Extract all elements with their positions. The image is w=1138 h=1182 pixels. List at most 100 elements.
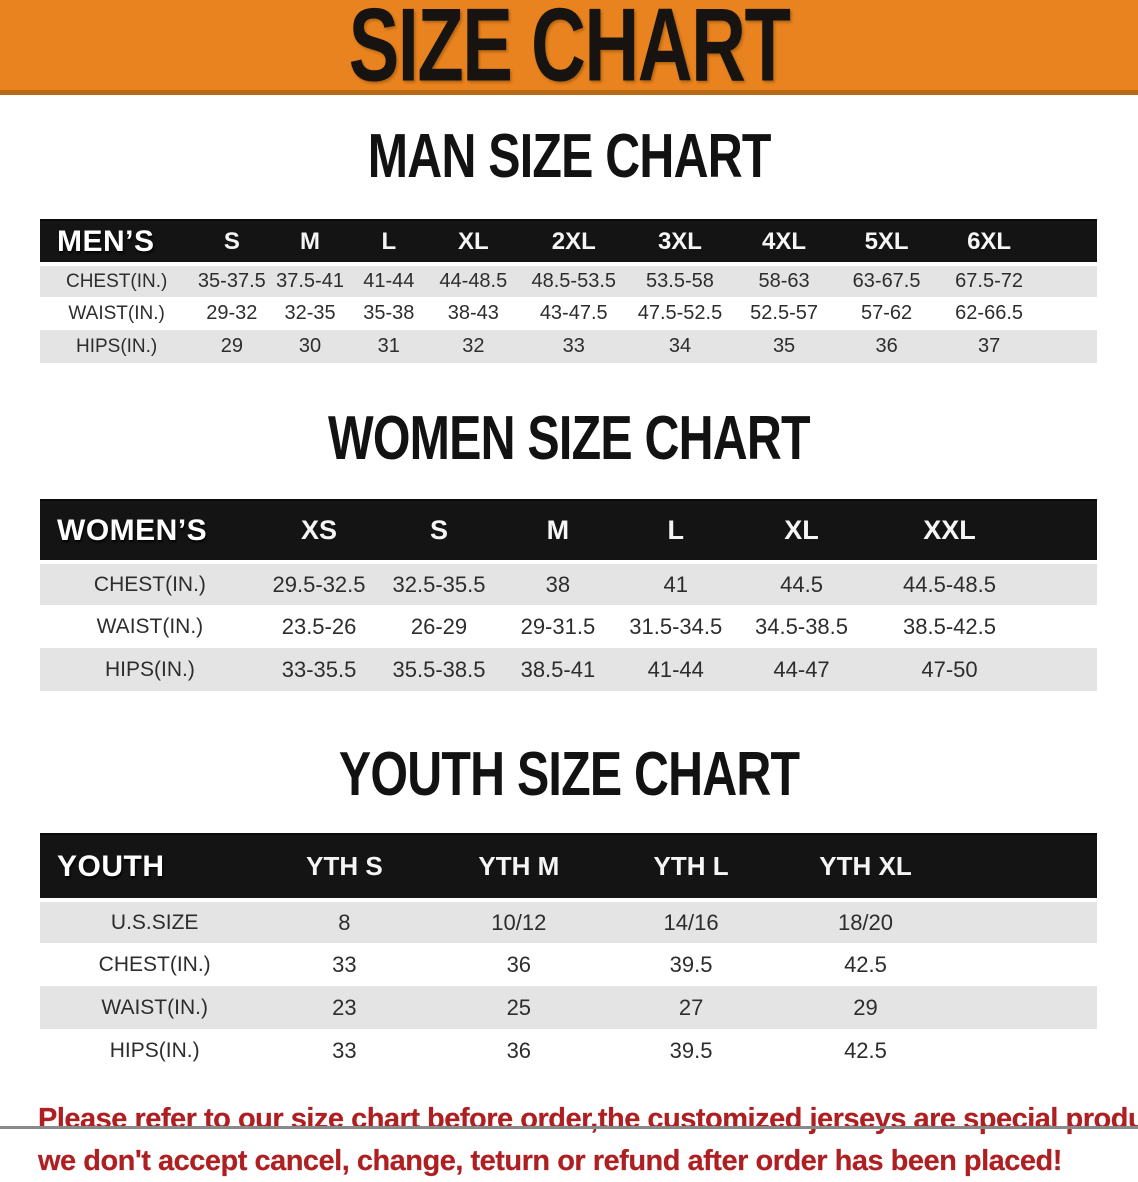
size-column-header: 3XL (628, 219, 732, 266)
size-value: 43-47.5 (539, 302, 608, 324)
size-value: 44-48.5 (439, 270, 508, 292)
measurement-row: HIPS(IN.) 29 30 31 32 33 34 35 36 37 (40, 330, 1097, 363)
size-value: 36 (875, 335, 898, 357)
size-value: 34 (668, 335, 692, 357)
size-column-header: L (616, 499, 736, 564)
row-filler (967, 900, 1097, 943)
size-value: 63-67.5 (852, 270, 921, 292)
size-value: 35-37.5 (197, 270, 266, 292)
measurement-label: WAIST(IN.) (96, 614, 204, 638)
disclaimer-line-1: Please refer to our size chart before or… (38, 1103, 1138, 1135)
women-section: WOMEN SIZE CHART WOMEN’S XS S M L XL XXL CHEST(… (0, 403, 1138, 691)
size-value: 36 (506, 951, 532, 977)
size-column-header: 4XL (731, 219, 837, 266)
measurement-row: WAIST(IN.) 23.5-26 26-29 29-31.5 31.5-34.5 34… (40, 605, 1097, 648)
size-column-header: YTH L (618, 833, 765, 902)
size-value: 42.5 (844, 951, 887, 977)
size-value: 32.5-35.5 (392, 571, 486, 597)
size-value: 33 (332, 951, 357, 977)
measurement-row: HIPS(IN.) 33-35.5 35.5-38.5 38.5-41 41-44 44-… (40, 648, 1097, 691)
size-column-header: XL (735, 499, 868, 564)
measurement-row: CHEST(IN.) 33 36 39.5 42.5 (40, 943, 1097, 986)
measurement-row: U.S.SIZE 8 10/12 14/16 18/20 (40, 900, 1097, 943)
size-value: 48.5-53.5 (531, 270, 616, 292)
size-value: 23 (332, 994, 357, 1020)
size-value: 23.5-26 (281, 613, 357, 639)
size-value: 35.5-38.5 (392, 656, 486, 682)
size-header-row: YOUTH YTH S YTH M YTH L YTH XL (40, 833, 1097, 902)
women-section-title-text: WOMEN SIZE CHART (328, 404, 811, 473)
size-column-header: M (270, 219, 350, 266)
size-value: 67.5-72 (955, 270, 1024, 292)
measurement-label: CHEST(IN.) (93, 572, 206, 596)
size-header-row: WOMEN’S XS S M L XL XXL (40, 499, 1097, 564)
women-size-table: WOMEN’S XS S M L XL XXL CHEST(IN.) 29.5-32.5 32.5… (40, 499, 1097, 691)
measurement-label: CHEST(IN.) (98, 952, 211, 976)
size-value: 39.5 (669, 1037, 713, 1063)
women-section-title: WOMEN SIZE CHART (0, 403, 1138, 475)
size-value: 29 (220, 335, 243, 357)
size-value: 29-31.5 (520, 613, 596, 639)
measurement-row: WAIST(IN.) 29-32 32-35 35-38 38-43 43-47.5 47.… (40, 297, 1097, 330)
size-value: 36 (506, 1037, 532, 1063)
measurement-label: U.S.SIZE (110, 910, 199, 934)
size-column-header: XS (259, 499, 379, 564)
row-filler (967, 943, 1097, 986)
row-filler (1042, 297, 1097, 330)
row-filler (1031, 605, 1097, 648)
measurement-label: WAIST(IN.) (68, 302, 165, 324)
size-value: 38 (545, 571, 571, 597)
size-value: 37.5-41 (276, 270, 344, 292)
size-value: 29.5-32.5 (272, 571, 366, 597)
size-column-header: L (349, 219, 428, 266)
row-filler (1031, 562, 1097, 605)
size-value: 27 (678, 994, 704, 1020)
size-value: 47.5-52.5 (637, 302, 723, 324)
size-column-header: 2XL (518, 219, 629, 266)
banner: SIZE CHART (0, 0, 1138, 103)
measurement-row: CHEST(IN.) 29.5-32.5 32.5-35.5 38 41 44.5 44.5… (40, 562, 1097, 605)
measurement-label: HIPS(IN.) (105, 657, 195, 681)
size-value: 34.5-38.5 (755, 613, 849, 639)
size-value: 8 (338, 909, 351, 935)
size-value: 58-63 (758, 270, 810, 292)
size-value: 32-35 (284, 302, 336, 324)
men-section-title: MAN SIZE CHART (0, 121, 1138, 193)
measurement-row: WAIST(IN.) 23 25 27 29 (40, 986, 1097, 1029)
size-column-header: S (378, 499, 500, 564)
size-value: 33-35.5 (281, 656, 357, 682)
measurement-label: HIPS(IN.) (75, 335, 158, 357)
table-header-label: WOMEN’S (40, 499, 260, 564)
disclaimer-line-2: we don't accept cancel, change, teturn o… (38, 1145, 1063, 1177)
men-size-table: MEN’S S M L XL 2XL 3XL 4XL 5XL 6XL CHEST(IN.) 35-37… (40, 219, 1097, 363)
size-value: 38-43 (447, 302, 499, 324)
size-column-header: 5XL (836, 219, 937, 266)
youth-section-title-text: YOUTH SIZE CHART (338, 740, 800, 809)
size-column-header: M (499, 499, 617, 564)
youth-section: YOUTH SIZE CHART YOUTH YTH S YTH M YTH L YTH… (0, 739, 1138, 1072)
size-value: 39.5 (669, 951, 713, 977)
measurement-label: WAIST(IN.) (101, 995, 208, 1019)
size-value: 14/16 (663, 909, 719, 935)
size-column-header: YTH S (269, 833, 420, 902)
size-value: 47-50 (921, 656, 978, 682)
measurement-label: CHEST(IN.) (65, 270, 168, 292)
size-value: 44-47 (773, 656, 830, 682)
size-value: 41-44 (363, 270, 415, 292)
men-section-title-text: MAN SIZE CHART (367, 122, 772, 191)
size-value: 29 (853, 994, 878, 1020)
size-value: 53.5-58 (646, 270, 714, 292)
size-value: 33 (562, 335, 585, 357)
size-column-header: S (193, 219, 271, 266)
header-filler (966, 833, 1097, 902)
banner-title: SIZE CHART (348, 0, 791, 103)
youth-section-title: YOUTH SIZE CHART (0, 739, 1138, 811)
size-value: 10/12 (491, 909, 547, 935)
size-value: 57-62 (861, 302, 913, 324)
size-value: 42.5 (844, 1037, 887, 1063)
size-value: 30 (298, 335, 322, 357)
size-value: 41 (663, 571, 688, 597)
size-value: 44.5-48.5 (903, 571, 996, 597)
row-filler (1031, 648, 1097, 691)
header-filler (1031, 499, 1097, 564)
